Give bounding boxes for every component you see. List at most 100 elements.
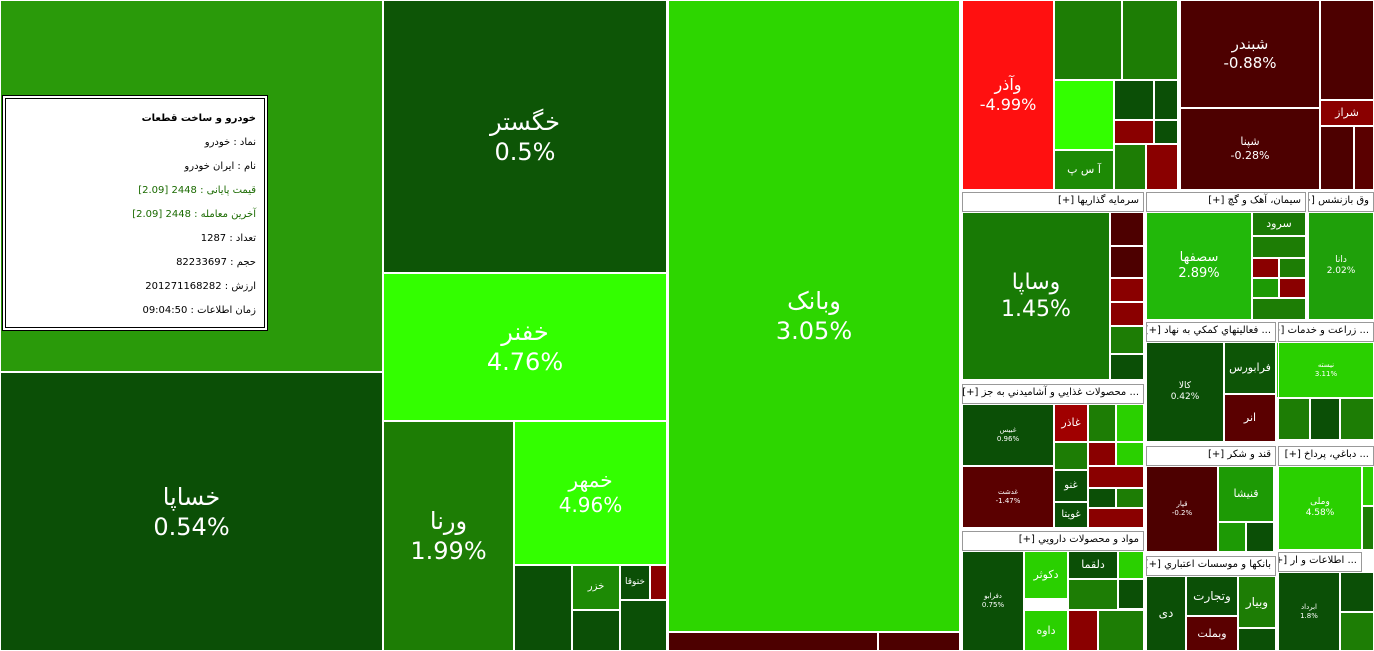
tile[interactable] — [1088, 466, 1144, 488]
tile[interactable]: قپار -0.2% — [1146, 466, 1218, 552]
tile[interactable]: دکوثر — [1024, 551, 1068, 599]
tile[interactable]: خزر — [572, 565, 620, 610]
tile[interactable] — [1154, 80, 1178, 120]
tile[interactable] — [1054, 442, 1088, 470]
tile[interactable] — [1252, 278, 1279, 298]
tile[interactable] — [1110, 354, 1144, 380]
tile[interactable]: غنو — [1054, 470, 1088, 502]
section-header[interactable]: ... دباغي، پرداخ [+] — [1278, 446, 1374, 466]
tile[interactable] — [1116, 404, 1144, 442]
tile[interactable] — [1110, 212, 1144, 246]
tile[interactable]: دلقما — [1068, 551, 1118, 579]
tile[interactable]: دی — [1146, 576, 1186, 651]
section-header[interactable]: ... زراعت و خدمات [+] — [1278, 322, 1374, 342]
section-header[interactable]: ... اطلاعات و ار [+] — [1278, 552, 1362, 572]
tile[interactable] — [1118, 579, 1144, 609]
tile[interactable] — [1088, 508, 1144, 528]
tile[interactable] — [1340, 398, 1374, 440]
tile[interactable] — [668, 632, 878, 651]
tile[interactable] — [1246, 522, 1274, 552]
tile[interactable] — [1218, 522, 1246, 552]
tile[interactable] — [1238, 628, 1276, 651]
tile[interactable] — [1362, 466, 1374, 506]
tile[interactable]: وساپا 1.45% — [962, 212, 1110, 380]
tile[interactable] — [1310, 398, 1340, 440]
tile[interactable]: شبندر -0.88% — [1180, 0, 1320, 108]
tile[interactable] — [1252, 258, 1279, 278]
section-header[interactable]: سرمايه گذاريها [+] — [962, 192, 1144, 212]
tile[interactable]: ختوقا — [620, 565, 650, 600]
section-header[interactable]: قند و شکر [+] — [1146, 446, 1276, 466]
tile[interactable] — [1278, 398, 1310, 440]
tile[interactable] — [514, 565, 572, 651]
tile[interactable] — [572, 610, 620, 651]
tile[interactable]: خمهر 4.96% — [514, 421, 667, 565]
tile[interactable]: نیسته 3.11% — [1278, 342, 1374, 398]
tile[interactable] — [1320, 0, 1374, 100]
tile[interactable]: کالا 0.42% — [1146, 342, 1224, 442]
section-header[interactable]: وق بازنشس [+] — [1308, 192, 1374, 212]
section-header[interactable]: مواد و محصولات دارويي [+] — [962, 531, 1144, 551]
section-header[interactable]: سيمان، آهک و گچ [+] — [1146, 192, 1306, 212]
tile[interactable]: خساپا 0.54% — [0, 372, 383, 651]
tile[interactable]: شراز — [1320, 100, 1374, 126]
tile[interactable]: خفنر 4.76% — [383, 273, 667, 421]
tile[interactable] — [1114, 120, 1154, 144]
tile[interactable] — [1154, 120, 1178, 144]
tile[interactable]: وتجارت — [1186, 576, 1238, 616]
tile[interactable] — [1252, 236, 1306, 258]
tile[interactable] — [1098, 610, 1144, 651]
tile[interactable]: انر — [1224, 394, 1276, 442]
tile[interactable] — [1116, 442, 1144, 466]
tile[interactable] — [1088, 488, 1116, 508]
tile[interactable]: وملی 4.58% — [1278, 466, 1362, 550]
tile[interactable]: ابرداد 1.8% — [1278, 572, 1340, 651]
tile[interactable] — [1146, 144, 1178, 190]
tile[interactable]: فرابورس — [1224, 342, 1276, 394]
tile[interactable]: وبملت — [1186, 616, 1238, 651]
tile[interactable] — [1116, 488, 1144, 508]
tile[interactable]: غبیس 0.96% — [962, 404, 1054, 466]
tile[interactable] — [1110, 326, 1144, 354]
tile[interactable]: آ س پ — [1054, 150, 1114, 190]
tile[interactable]: دانا 2.02% — [1308, 212, 1374, 320]
tile[interactable]: غاذر — [1054, 404, 1088, 442]
tile[interactable] — [1054, 0, 1122, 80]
tile[interactable] — [1110, 302, 1144, 326]
tile[interactable]: خگستر 0.5% — [383, 0, 667, 273]
tile[interactable]: دفرابو 0.75% — [962, 551, 1024, 651]
tile[interactable] — [1068, 610, 1098, 651]
tile[interactable] — [1122, 0, 1178, 80]
tile[interactable] — [1362, 506, 1374, 550]
tile[interactable]: وآذر -4.99% — [962, 0, 1054, 190]
tile[interactable] — [1340, 572, 1374, 612]
tile[interactable]: ورنا 1.99% — [383, 421, 514, 651]
tile[interactable] — [1320, 126, 1354, 190]
tile[interactable]: غویتا — [1054, 502, 1088, 528]
tile[interactable] — [1054, 80, 1114, 150]
tile[interactable]: وبانک 3.05% — [668, 0, 960, 632]
tile[interactable] — [878, 632, 960, 651]
tile[interactable]: غدشت -1.47% — [962, 466, 1054, 528]
section-header[interactable]: بانکها و موسسات اعتباري [+] — [1146, 556, 1276, 576]
tile[interactable] — [650, 565, 667, 600]
tile[interactable] — [1354, 126, 1374, 190]
tile[interactable] — [1279, 258, 1306, 278]
tile[interactable] — [1279, 278, 1306, 298]
tile[interactable]: سرود — [1252, 212, 1306, 236]
tile[interactable] — [1340, 612, 1374, 651]
section-header[interactable]: ... محصولات غذايي و آشاميدني به جز [+] — [962, 384, 1144, 404]
tile[interactable] — [1114, 80, 1154, 120]
tile[interactable]: وبیار — [1238, 576, 1276, 628]
tile[interactable]: سصفها 2.89% — [1146, 212, 1252, 320]
section-header[interactable]: ... فعاليتهاي کمکي به نهاد [+] — [1146, 322, 1276, 342]
tile[interactable] — [1118, 551, 1144, 579]
tile[interactable] — [1110, 246, 1144, 278]
tile[interactable]: داوه — [1024, 610, 1068, 651]
tile[interactable] — [620, 600, 667, 651]
tile[interactable] — [1088, 404, 1116, 442]
tile[interactable] — [1114, 144, 1146, 190]
tile[interactable]: شپنا -0.28% — [1180, 108, 1320, 190]
tile[interactable] — [1088, 442, 1116, 466]
tile[interactable]: قنیشا — [1218, 466, 1274, 522]
